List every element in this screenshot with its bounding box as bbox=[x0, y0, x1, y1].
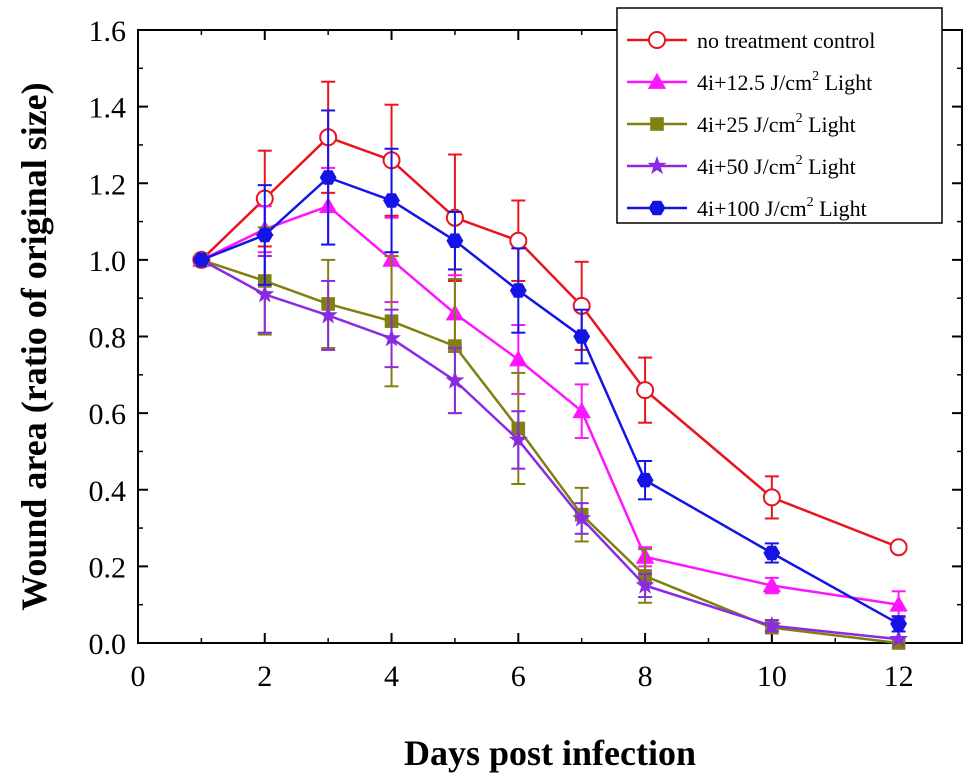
legend-item-1: no treatment control bbox=[627, 28, 875, 53]
legend-label-sup: 2 bbox=[796, 153, 803, 168]
data-point bbox=[890, 616, 907, 632]
series-3 bbox=[194, 226, 906, 650]
data-point bbox=[445, 370, 465, 389]
legend-item-5: 4i+100 J/cm2 Light bbox=[627, 195, 867, 221]
data-point bbox=[448, 339, 462, 353]
data-point bbox=[318, 305, 338, 324]
data-point bbox=[573, 329, 591, 344]
y-axis-title: Wound area (ratio of original size) bbox=[14, 82, 54, 610]
legend-label-main: 4i+50 J/cm bbox=[697, 154, 796, 179]
legend-box bbox=[616, 7, 943, 224]
legend-label-sup: 2 bbox=[796, 111, 803, 126]
series-layer bbox=[191, 80, 909, 650]
y-tick-label: 0.8 bbox=[89, 322, 127, 355]
series-line bbox=[200, 176, 900, 625]
legend-item-3: 4i+25 J/cm2 Light bbox=[627, 111, 856, 137]
legend-label: no treatment control bbox=[697, 28, 875, 53]
legend-label: 4i+50 J/cm2 Light bbox=[697, 153, 856, 179]
x-tick-label: 12 bbox=[884, 660, 914, 693]
legend-marker bbox=[648, 31, 666, 49]
data-point bbox=[193, 252, 210, 268]
data-point bbox=[509, 350, 528, 367]
legend-marker bbox=[647, 72, 667, 89]
x-tick-label: 2 bbox=[257, 660, 272, 693]
data-point bbox=[509, 231, 528, 250]
series-4 bbox=[191, 249, 909, 648]
y-tick-label: 0.4 bbox=[89, 475, 127, 508]
y-tick-label: 0.2 bbox=[89, 551, 127, 584]
data-point bbox=[256, 227, 274, 243]
data-point bbox=[382, 328, 401, 347]
data-point bbox=[572, 402, 591, 419]
data-point bbox=[763, 545, 781, 561]
series-5 bbox=[193, 109, 907, 633]
legend-label-tail: Light bbox=[814, 196, 867, 221]
data-point bbox=[762, 615, 782, 634]
x-tick-label: 0 bbox=[131, 660, 146, 693]
x-axis-title: Days post infection bbox=[404, 733, 696, 773]
series-line bbox=[200, 135, 900, 549]
legend-label-tail: Light bbox=[803, 112, 856, 137]
series-line bbox=[200, 258, 899, 641]
data-point bbox=[508, 429, 528, 448]
data-point bbox=[636, 472, 654, 488]
data-point bbox=[509, 283, 527, 298]
x-tick-label: 8 bbox=[638, 660, 653, 693]
data-point bbox=[889, 595, 908, 612]
data-point bbox=[635, 575, 655, 594]
legend-item-2: 4i+12.5 J/cm2 Light bbox=[627, 69, 872, 95]
data-point bbox=[572, 508, 592, 527]
legend-label-main: no treatment control bbox=[697, 28, 875, 53]
y-tick-label: 0.0 bbox=[89, 628, 127, 661]
x-tick-label: 10 bbox=[757, 660, 787, 693]
y-tick-label: 1.2 bbox=[89, 168, 127, 201]
y-tick-label: 1.0 bbox=[89, 245, 127, 278]
legend-label-main: 4i+100 J/cm bbox=[697, 196, 807, 221]
legend-label-sup: 2 bbox=[807, 195, 814, 210]
legend-marker bbox=[648, 200, 666, 216]
y-tick-label: 1.4 bbox=[89, 92, 127, 125]
x-tick-label: 6 bbox=[511, 660, 526, 693]
legend-marker bbox=[647, 156, 667, 175]
legend-label-tail: Light bbox=[819, 70, 872, 95]
data-point bbox=[319, 170, 337, 185]
series-line bbox=[201, 258, 899, 645]
legend-label: 4i+100 J/cm2 Light bbox=[697, 195, 867, 221]
data-point bbox=[762, 488, 781, 507]
legend-item-4: 4i+50 J/cm2 Light bbox=[627, 153, 856, 179]
series-line bbox=[200, 204, 899, 606]
data-point bbox=[255, 284, 275, 303]
data-point bbox=[446, 233, 464, 248]
data-point bbox=[889, 538, 908, 557]
legend-label: 4i+25 J/cm2 Light bbox=[697, 111, 856, 137]
data-point bbox=[889, 629, 909, 648]
axes-layer: 0 2 4 6 8 10 12 0.0 0.2 0.4 0.6 0.8 1.0 1.2 1.4 1.6 bbox=[89, 15, 963, 693]
series-2 bbox=[192, 166, 908, 620]
legend-label-main: 4i+12.5 J/cm bbox=[697, 70, 812, 95]
data-point bbox=[383, 193, 400, 208]
legend-marker bbox=[650, 117, 664, 131]
x-tick-label: 4 bbox=[384, 660, 399, 693]
legend-label-sup: 2 bbox=[812, 69, 819, 84]
y-tick-label: 1.6 bbox=[89, 15, 127, 48]
legend-label-tail: Light bbox=[803, 154, 856, 179]
legend-label: 4i+12.5 J/cm2 Light bbox=[697, 69, 872, 95]
y-tick-label: 0.6 bbox=[89, 398, 127, 431]
data-point bbox=[762, 576, 782, 593]
data-point bbox=[636, 381, 655, 400]
legend-label-main: 4i+25 J/cm bbox=[697, 112, 796, 137]
